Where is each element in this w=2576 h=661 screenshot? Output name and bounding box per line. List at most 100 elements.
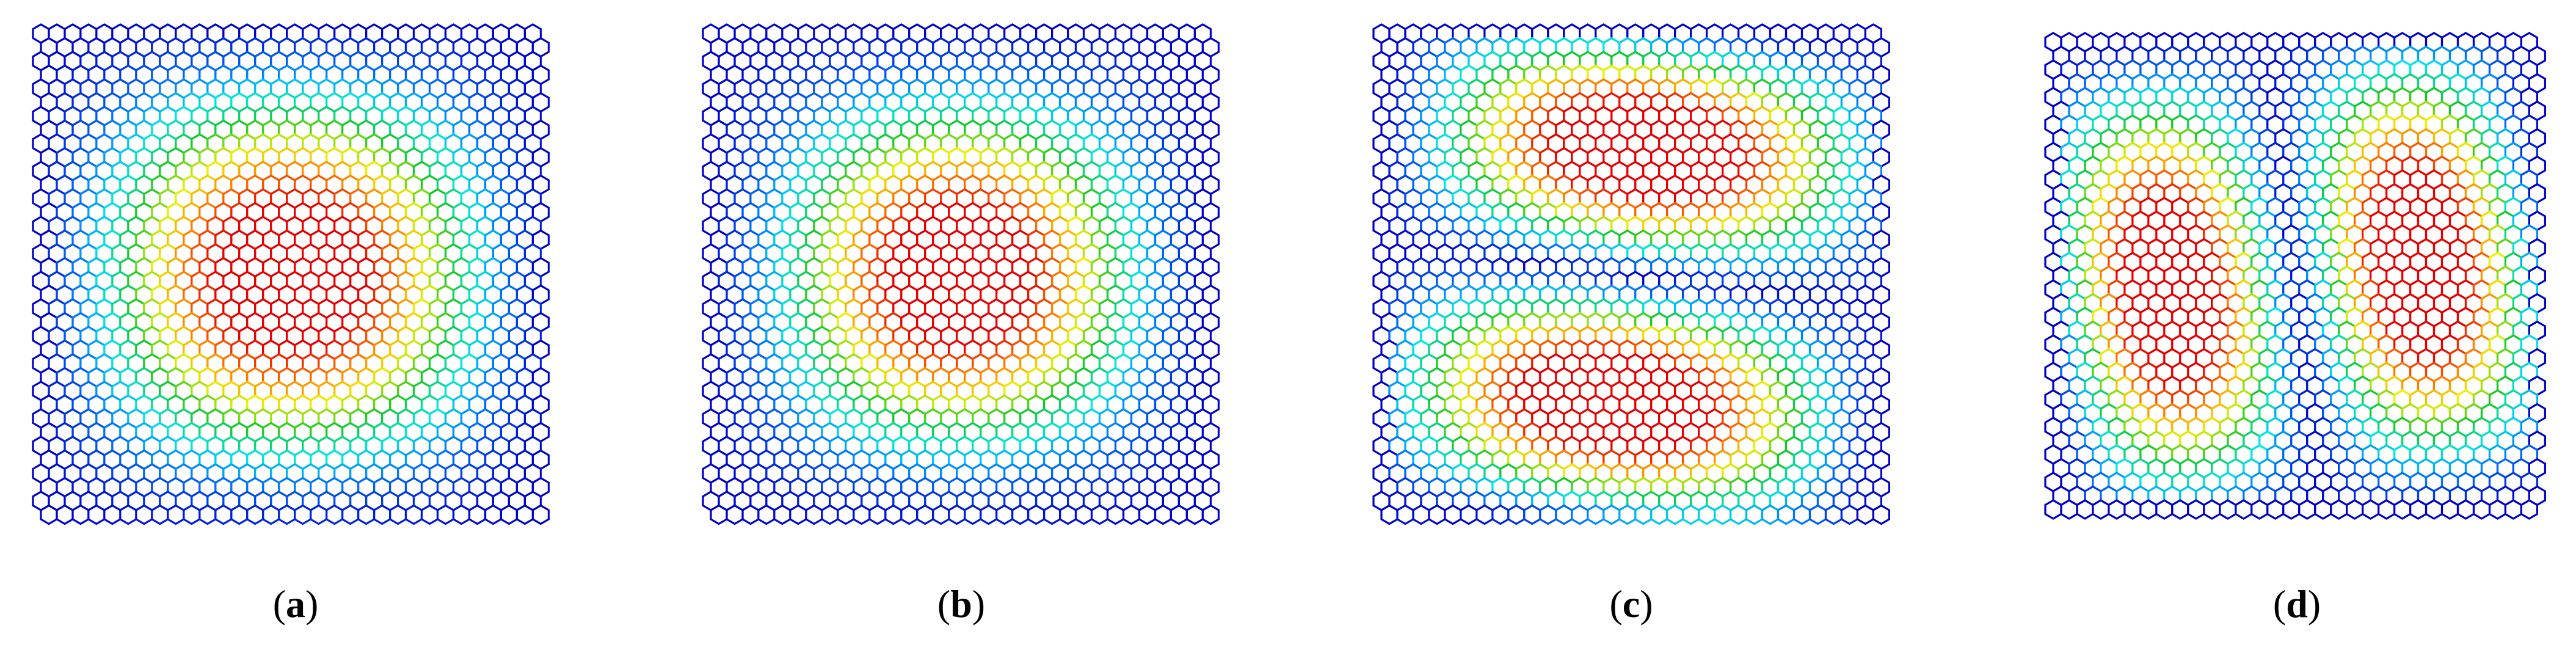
lattice-cell (388, 504, 407, 525)
lattice-cell (2076, 499, 2094, 520)
lattice-cell (853, 504, 871, 525)
lattice-cell (151, 504, 169, 525)
lattice-cell (1840, 504, 1858, 525)
lattice-cell (1396, 504, 1414, 525)
lattice-cell (2409, 499, 2428, 520)
lattice-cell (2092, 499, 2110, 520)
lattice-cell (71, 504, 90, 525)
lattice-cell (1872, 504, 1890, 525)
lattice-cell (1824, 504, 1843, 525)
lattice-cell (1618, 504, 1637, 525)
lattice-cell (1428, 504, 1446, 525)
lattice-cell (373, 504, 391, 525)
lattice-cell (1201, 504, 1220, 525)
lattice-cell (1587, 504, 1605, 525)
lattice-cell (2488, 499, 2506, 520)
paren: ( (1609, 582, 1622, 626)
lattice-cell (2044, 499, 2062, 520)
lattice-cell (1106, 504, 1125, 525)
lattice-cell (805, 504, 823, 525)
lattice-cell (948, 504, 966, 525)
lattice-cell (2298, 499, 2316, 520)
lattice-cell (900, 504, 919, 525)
paren: ) (1640, 582, 1653, 626)
lattice-cell (964, 504, 982, 525)
lattice-cell (2123, 499, 2142, 520)
lattice-cell (2330, 499, 2348, 520)
lattice-cell (325, 504, 344, 525)
lattice-cell (246, 504, 264, 525)
lattice-cell (103, 504, 122, 525)
lattice-cell (214, 504, 233, 525)
lattice-cell (2346, 499, 2364, 520)
lattice-cell (2504, 499, 2522, 520)
lattice-cell (2155, 499, 2174, 520)
lattice-cell (1412, 504, 1430, 525)
lattice-cell (1074, 504, 1093, 525)
lattice (702, 23, 1220, 525)
lattice-cell (1761, 504, 1780, 525)
panel-letter: c (1623, 582, 1640, 626)
lattice-cell (2139, 499, 2158, 520)
lattice-cell (2108, 499, 2126, 520)
lattice-cell (789, 504, 807, 525)
paren: ) (2308, 582, 2321, 626)
lattice-cell (262, 504, 280, 525)
lattice-cell (357, 504, 376, 525)
lattice-cell (2203, 499, 2221, 520)
lattice-cell (1507, 504, 1526, 525)
lattice (32, 23, 550, 525)
lattice-cell (1170, 504, 1188, 525)
lattice-cell (2250, 499, 2269, 520)
lattice-cell (56, 504, 74, 525)
lattice-cell (468, 504, 487, 525)
lattice-cell (2314, 499, 2332, 520)
lattice-cell (710, 504, 728, 525)
lattice-cell (741, 504, 760, 525)
lattice-cell (87, 504, 106, 525)
lattice-cell (1042, 504, 1061, 525)
lattice-cell (500, 504, 518, 525)
lattice-cell (2060, 499, 2078, 520)
lattice-cell (1650, 504, 1668, 525)
lattice-cell (2472, 499, 2491, 520)
lattice-cell (1380, 504, 1399, 525)
lattice-cell (980, 504, 998, 525)
lattice-cell (1027, 504, 1046, 525)
lattice-cell (1777, 504, 1796, 525)
lattice-cell (452, 504, 471, 525)
lattice-cell (1714, 504, 1732, 525)
panel-letter: b (950, 582, 972, 626)
lattice-cell (484, 504, 503, 525)
lattice-cell (1730, 504, 1748, 525)
lattice-cell (515, 504, 534, 525)
lattice-cell (119, 504, 137, 525)
paren: ( (2273, 582, 2286, 626)
lattice-cell (2378, 499, 2396, 520)
lattice-cell (1634, 504, 1653, 525)
lattice-cell (1475, 504, 1494, 525)
lattice-cell (198, 504, 217, 525)
lattice (1372, 23, 1890, 525)
lattice-cell (1090, 504, 1109, 525)
lattice-cell (1682, 504, 1700, 525)
lattice-cell (2393, 499, 2412, 520)
lattice-cell (1808, 504, 1827, 525)
lattice-cell (310, 504, 328, 525)
lattice-cell (2235, 499, 2253, 520)
lattice-cell (1154, 504, 1173, 525)
lattice-cell (1011, 504, 1030, 525)
lattice-cell (1792, 504, 1811, 525)
lattice-cell (2520, 499, 2538, 520)
lattice-cell (726, 504, 744, 525)
lattice-cell (1745, 504, 1764, 525)
lattice-cell (995, 504, 1014, 525)
lattice-cell (404, 504, 423, 525)
lattice (2044, 32, 2546, 520)
lattice-cell (2362, 499, 2380, 520)
panel-letter: a (286, 582, 305, 626)
lattice-cell (2425, 499, 2443, 520)
paren: ) (305, 582, 318, 626)
lattice-cell (757, 504, 776, 525)
